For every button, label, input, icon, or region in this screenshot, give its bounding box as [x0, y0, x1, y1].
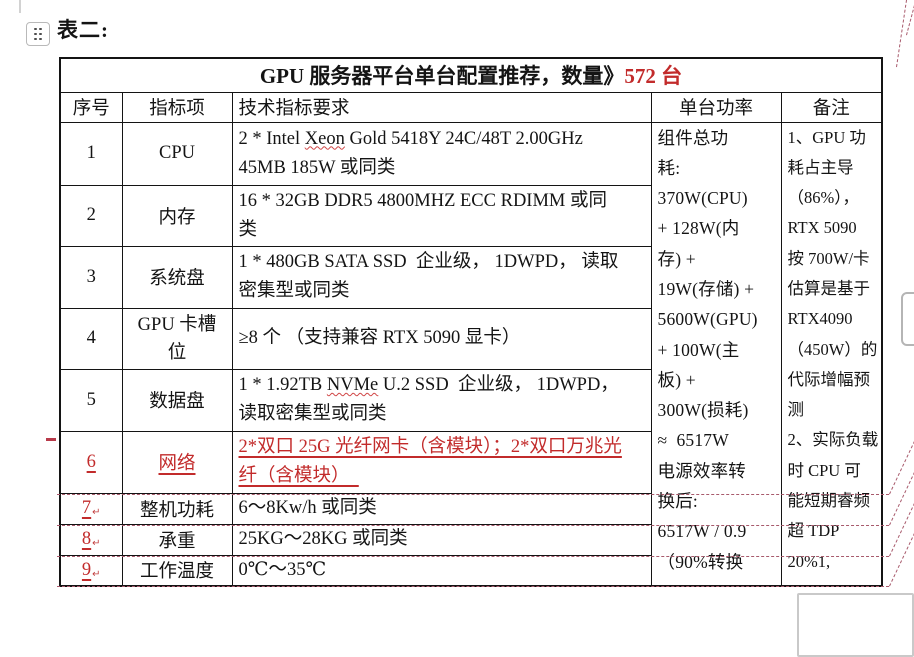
table-caption: 表二: [57, 18, 109, 42]
revision-connector-line [896, 0, 908, 68]
table-row: 1 CPU 2 * Intel Xeon Gold 5418Y 24C/48T … [59, 121, 883, 586]
row-no[interactable]: 5 [59, 368, 123, 432]
header-item[interactable]: 指标项 [121, 91, 233, 123]
deleted-paragraph-mark-icon: ↵ [92, 568, 101, 580]
row-spec[interactable]: 1 * 1.92TB NVMe U.2 SSD 企业级， 1DWPD， 读取密集… [231, 368, 652, 432]
revision-connector-line [889, 532, 914, 587]
row-no[interactable]: 4 [59, 307, 123, 370]
table-row: 9↵ 工作温度 0℃～35℃ [59, 554, 882, 586]
row-item[interactable]: GPU 卡槽位 [121, 307, 233, 370]
row-no[interactable]: 9↵ [59, 554, 123, 586]
gpu-config-table: GPU 服务器平台单台配置推荐，数量》572 台 序号 指标项 技术指标要求 单… [59, 57, 883, 587]
table-row: 5 数据盘 1 * 1.92TB NVMe U.2 SSD 企业级， 1DWPD… [59, 368, 882, 432]
revision-connector-line [906, 5, 914, 36]
row-item[interactable]: 内存 [121, 184, 233, 247]
drag-handle-icon [34, 27, 43, 41]
row-item[interactable]: CPU [121, 121, 233, 186]
row-no[interactable]: 6 [59, 430, 123, 494]
header-power[interactable]: 单台功率 [650, 91, 782, 123]
row-no[interactable]: 1 [59, 121, 123, 186]
revision-connector-line [889, 471, 914, 526]
revised-no: 6 [86, 451, 96, 472]
row-spec[interactable]: 0℃～35℃ [231, 554, 652, 586]
power-cell[interactable]: 组件总功 耗: 370W(CPU) + 128W(内 存) + 19W(存储) … [650, 121, 782, 586]
header-spec[interactable]: 技术指标要求 [231, 91, 652, 123]
revision-connector-line [889, 502, 914, 557]
next-page-box [797, 593, 914, 657]
table-drag-handle-button[interactable] [26, 22, 50, 46]
page-corner-mark [19, 0, 21, 13]
remark-cell[interactable]: 1、GPU 功 耗占主导 （86%）， RTX 5090 按 700W/卡 估算… [780, 121, 883, 586]
header-no[interactable]: 序号 [59, 91, 123, 123]
revision-connector-line [889, 440, 914, 495]
row-no[interactable]: 3 [59, 245, 123, 309]
row-spec[interactable]: 25KG～28KG 或同类 [231, 523, 652, 556]
row-item[interactable]: 工作温度 [121, 554, 233, 586]
deleted-paragraph-mark-icon: ↵ [92, 507, 101, 518]
revised-item: 网络 [158, 454, 196, 474]
row-spec[interactable]: ≥8 个 （支持兼容 RTX 5090 显卡） [231, 307, 652, 370]
row-no[interactable]: 7↵ [59, 492, 123, 525]
row-spec[interactable]: 2*双口 25G 光纤网卡（含模块）；2*双口万兆光 纤（含模块） [231, 430, 652, 494]
revision-change-bar [46, 438, 56, 441]
table-row: 6 网络 2*双口 25G 光纤网卡（含模块）；2*双口万兆光 纤（含模块） [59, 430, 882, 494]
row-item[interactable]: 系统盘 [121, 245, 233, 309]
spec-text: 1 * 1.92TB [238, 375, 327, 395]
table-row: 4 GPU 卡槽位 ≥8 个 （支持兼容 RTX 5090 显卡） [59, 307, 882, 370]
margin-comment-button[interactable] [901, 292, 914, 346]
row-spec[interactable]: 6～8Kw/h 或同类 [231, 492, 652, 525]
header-remark[interactable]: 备注 [780, 91, 883, 123]
row-no[interactable]: 2 [59, 184, 123, 247]
spellcheck-word: NVMe [326, 375, 379, 395]
document-page: { "caption": "表二:", "icons": { "drag_han… [19, 0, 914, 657]
table-row: 8↵ 承重 25KG～28KG 或同类 [59, 523, 882, 556]
row-item[interactable]: 网络 [121, 430, 233, 494]
row-item[interactable]: 承重 [121, 523, 233, 556]
deleted-paragraph-mark-icon: ↵ [92, 538, 101, 549]
revised-spec: 2*双口 25G 光纤网卡（含模块）；2*双口万兆光 纤（含模块） [238, 437, 622, 486]
table-title[interactable]: GPU 服务器平台单台配置推荐，数量》572 台 [59, 57, 883, 93]
row-item[interactable]: 数据盘 [121, 368, 233, 432]
row-item[interactable]: 整机功耗 [121, 492, 233, 525]
row-spec[interactable]: 1 * 480GB SATA SSD 企业级， 1DWPD， 读取 密集型或同类 [231, 245, 652, 309]
spellcheck-word: Xeon [304, 128, 345, 149]
table-row: 3 系统盘 1 * 480GB SATA SSD 企业级， 1DWPD， 读取 … [59, 245, 882, 309]
spec-text: U.2 SSD 企业级， 1DWPD， 读取密集型或同类 [238, 375, 619, 424]
table-title-quantity: 572 台 [624, 64, 683, 89]
spec-text: 2 * Intel [238, 128, 305, 149]
row-no[interactable]: 8↵ [59, 523, 123, 556]
revised-no: 8 [81, 529, 92, 549]
revised-no: 7 [81, 498, 92, 518]
revised-no: 9 [81, 559, 92, 580]
row-spec[interactable]: 2 * Intel Xeon Gold 5418Y 24C/48T 2.00GH… [231, 121, 652, 186]
spec-text: Gold 5418Y 24C/48T 2.00GHz 45MB 185W 或同类 [238, 128, 583, 178]
table-row: 7↵ 整机功耗 6～8Kw/h 或同类 [59, 492, 882, 525]
row-spec[interactable]: 16 * 32GB DDR5 4800MHZ ECC RDIMM 或同 类 [231, 184, 652, 247]
table-title-text: GPU 服务器平台单台配置推荐，数量》 [259, 64, 625, 89]
